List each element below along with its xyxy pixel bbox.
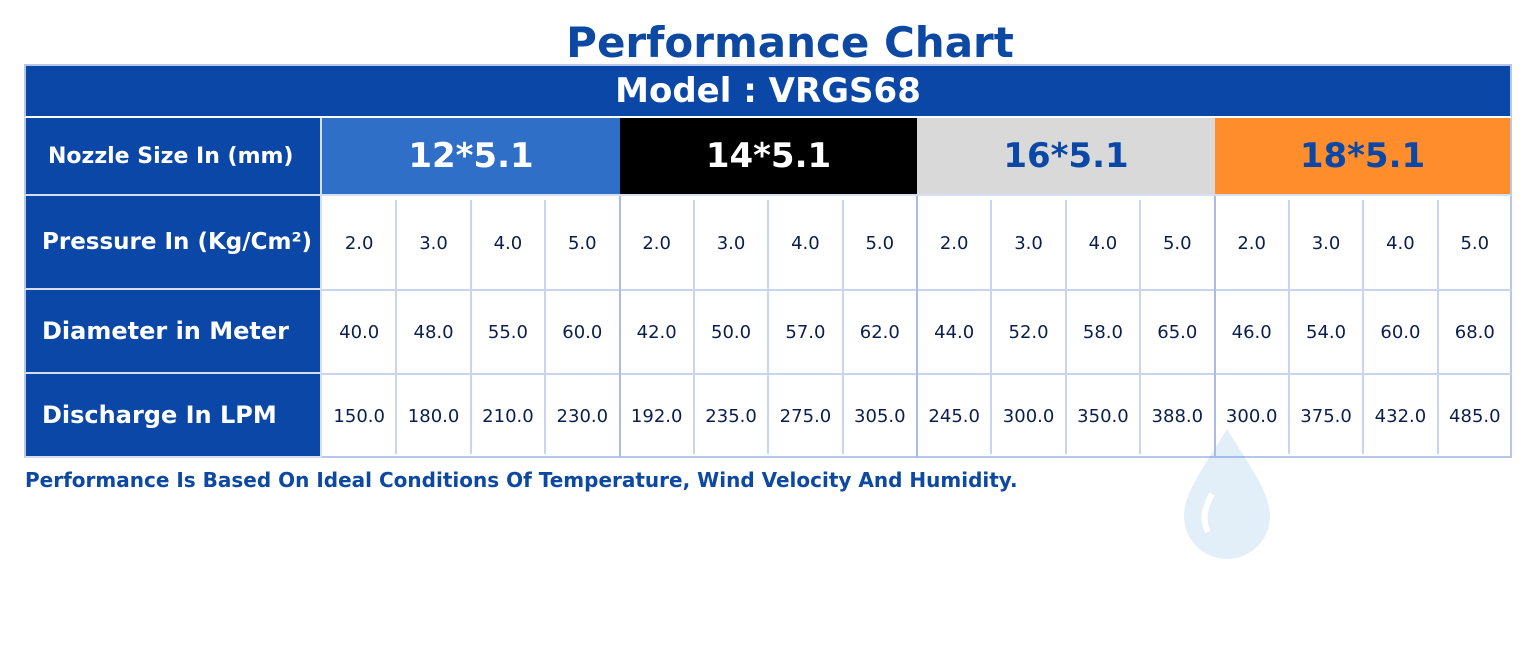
- pressure-value: 4.0: [493, 232, 523, 254]
- pressure-value: 5.0: [567, 232, 597, 254]
- diameter-value: 65.0: [1157, 321, 1198, 343]
- column-divider: [1213, 196, 1216, 458]
- discharge-value: 180.0: [407, 405, 460, 427]
- diameter-value: 68.0: [1454, 321, 1495, 343]
- pressure-value: 5.0: [1162, 232, 1192, 254]
- diameter-value: 58.0: [1082, 321, 1123, 343]
- diameter-value: 50.0: [711, 321, 752, 343]
- discharge-value: 388.0: [1151, 405, 1204, 427]
- discharge-value: 300.0: [1002, 405, 1055, 427]
- column-divider: [1064, 200, 1067, 454]
- nozzle-size-18: 18*5.1: [1215, 118, 1512, 196]
- discharge-value: 375.0: [1300, 405, 1352, 427]
- column-divider: [618, 196, 621, 458]
- nozzle-size-16: 16*5.1: [917, 118, 1215, 196]
- diameter-value: 54.0: [1306, 321, 1347, 343]
- pressure-value: 2.0: [642, 232, 671, 254]
- data-grid: 2.0 3.0 4.0 5.0 2.0 3.0 4.0 5.0 2.0 3.0 4.0 5.0 2.0 3…: [322, 196, 1512, 559]
- pressure-value: 3.0: [1311, 232, 1341, 254]
- performance-table: Model : VRGS68 Nozzle Size In (mm) Press…: [24, 64, 1512, 559]
- diameter-value: 62.0: [859, 321, 900, 343]
- nozzle-size-12: 12*5.1: [322, 118, 620, 196]
- row-label-diameter: Diameter in Meter: [24, 290, 322, 374]
- discharge-value: 230.0: [556, 405, 609, 427]
- model-header: Model : VRGS68: [24, 64, 1512, 118]
- column-divider: [1139, 200, 1142, 454]
- column-divider: [544, 200, 547, 454]
- diameter-value: 57.0: [785, 321, 826, 343]
- pressure-value: 3.0: [1014, 232, 1043, 254]
- pressure-value: 2.0: [1237, 232, 1266, 254]
- pressure-value: 3.0: [419, 232, 448, 254]
- diameter-value: 60.0: [562, 321, 603, 343]
- footnote: Performance Is Based On Ideal Conditions…: [25, 468, 1018, 492]
- discharge-value: 210.0: [482, 405, 534, 427]
- discharge-value: 150.0: [333, 405, 385, 427]
- discharge-value: 245.0: [928, 405, 980, 427]
- column-divider: [841, 200, 844, 454]
- row-label-discharge: Discharge In LPM: [24, 374, 322, 458]
- pressure-value: 3.0: [716, 232, 746, 254]
- column-divider: [990, 200, 993, 454]
- column-divider: [469, 200, 472, 454]
- diameter-value: 48.0: [413, 321, 454, 343]
- pressure-value: 2.0: [344, 232, 374, 254]
- pressure-value: 4.0: [791, 232, 820, 254]
- column-divider: [395, 200, 398, 454]
- column-divider: [1287, 200, 1290, 454]
- pressure-value: 5.0: [1460, 232, 1490, 254]
- column-divider: [916, 196, 918, 458]
- discharge-value: 192.0: [630, 405, 683, 427]
- water-drop-logo-icon: [1184, 429, 1270, 559]
- discharge-value: 432.0: [1374, 405, 1427, 427]
- pressure-value: 5.0: [865, 232, 895, 254]
- column-divider: [1436, 200, 1439, 454]
- discharge-value: 305.0: [854, 405, 906, 427]
- diameter-value: 44.0: [934, 321, 975, 343]
- diameter-value: 60.0: [1380, 321, 1421, 343]
- discharge-value: 350.0: [1077, 405, 1129, 427]
- page-title: Performance Chart: [566, 18, 1014, 67]
- diameter-value: 55.0: [487, 321, 528, 343]
- pressure-value: 4.0: [1386, 232, 1415, 254]
- diameter-value: 42.0: [636, 321, 677, 343]
- discharge-value: 300.0: [1225, 405, 1278, 427]
- discharge-value: 275.0: [779, 405, 832, 427]
- column-divider: [767, 200, 770, 454]
- column-divider: [1362, 200, 1365, 454]
- discharge-value: 235.0: [705, 405, 757, 427]
- row-label-pressure: Pressure In (Kg/Cm²): [24, 196, 322, 290]
- row-label-nozzle: Nozzle Size In (mm): [24, 118, 322, 196]
- nozzle-size-14: 14*5.1: [620, 118, 917, 196]
- pressure-value: 4.0: [1088, 232, 1118, 254]
- discharge-value: 485.0: [1449, 405, 1501, 427]
- diameter-value: 40.0: [339, 321, 380, 343]
- diameter-value: 52.0: [1008, 321, 1049, 343]
- pressure-value: 2.0: [939, 232, 969, 254]
- diameter-value: 46.0: [1231, 321, 1272, 343]
- column-divider: [692, 200, 695, 454]
